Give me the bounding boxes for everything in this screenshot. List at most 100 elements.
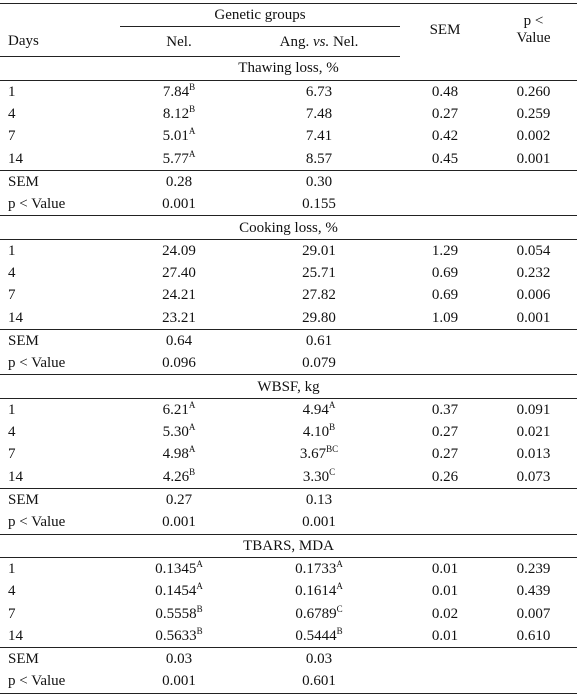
value-cell: 0.61 [238,328,401,353]
value-cell: 0.5633B [120,625,238,648]
value-cell: 7.84B [120,80,238,103]
day-cell: 14 [8,468,23,485]
data-row: 14 4.26B 3.30C 0.26 0.073 [0,466,577,489]
value-cell: 0.5558B [120,602,238,624]
value-cell: 29.01 [238,239,400,262]
header-cell: SEM [400,2,491,57]
superscript: B [189,81,196,92]
day-cell: 4 [8,265,16,282]
day-cell: 1 [8,401,16,418]
value-cell: 25.71 [238,262,400,284]
value-cell: 27.82 [238,284,400,306]
header-cell: Ang. vs. Nel. [238,26,401,58]
value-cell: 0.30 [238,169,401,194]
value-cell: 8.12B [120,103,238,125]
value: 5.01 [162,128,189,145]
value-cell: 0.64 [120,328,238,353]
value-cell: 0.096 [120,352,238,376]
value-cell: 0.28 [120,169,238,194]
superscript: A [188,126,196,137]
p-cell: 0.021 [516,424,551,441]
data-row: 14 5.77A 8.57 0.45 0.001 [0,147,577,170]
value-cell: 0.13 [238,487,401,512]
group-header: Genetic groups [120,3,401,27]
superscript: BC [326,444,339,455]
sem-cell: 0.02 [431,605,459,622]
header-cell: Days [0,26,120,58]
empty-cell [490,487,577,512]
value-cell: 0.1614A [238,580,400,602]
day-cell: 1 [8,242,16,259]
header-cell [0,3,120,27]
value-cell: 0.079 [238,352,401,376]
data-row: 7 5.01A 7.41 0.42 0.002 [0,125,577,147]
value: 0.1345 [155,560,197,577]
value-cell: 4.10B [238,421,400,443]
empty-cell [400,328,491,353]
data-row: 1 0.1345A 0.1733A 0.01 0.239 [0,557,577,580]
value: 0.5633 [155,627,197,644]
day-cell: 14 [8,309,23,326]
p-row: p < Value 0.001 0.155 [0,193,577,217]
data-row: 7 24.21 27.82 0.69 0.006 [0,284,577,306]
value-cell: 8.57 [238,147,400,170]
day-cell: 4 [8,424,16,441]
data-row: 4 8.12B 7.48 0.27 0.259 [0,103,577,125]
value: 0.5444 [295,627,337,644]
day-cell: 7 [8,128,16,145]
header-row: Days Nel. Ang. vs. Nel. [0,26,577,58]
value-cell: 6.73 [238,80,400,103]
value: 5.77 [162,150,189,167]
value-cell: 27.40 [120,262,238,284]
superscript: C [329,466,336,477]
data-row: 1 24.09 29.01 1.29 0.054 [0,239,577,262]
sem-cell: 0.42 [431,128,459,145]
superscript: A [328,399,336,410]
value: 3.30 [302,468,330,485]
p-cell: 0.001 [516,150,551,167]
empty-cell [400,352,491,376]
data-row: 14 0.5633B 0.5444B 0.01 0.610 [0,625,577,648]
empty-cell [490,670,577,694]
empty-cell [490,193,577,217]
p-row: p < Value 0.001 0.601 [0,670,577,694]
superscript: A [188,422,196,433]
sem-row: SEM 0.28 0.30 [0,169,577,194]
value: 24.21 [162,287,196,304]
value: 0.5558 [155,605,197,622]
value-cell: 0.155 [238,193,401,217]
value-cell: 4.26B [120,466,238,489]
value: 0.6789 [295,605,337,622]
p-cell: 0.073 [516,468,551,485]
superscript: B [196,625,203,636]
section-title: Thawing loss, % [0,56,577,81]
value-cell: 0.001 [120,511,238,535]
value: 8.57 [305,150,333,167]
value-cell: 0.001 [120,670,238,694]
value: 29.80 [302,309,336,326]
section-title: WBSF, kg [0,374,577,399]
sem-cell: 0.01 [431,583,459,600]
value: 7.48 [305,106,333,123]
p-cell: 0.054 [516,242,551,259]
p-cell: 0.239 [516,560,551,577]
section-title-row: TBARS, MDA [0,534,577,558]
row-label: SEM [0,328,120,353]
value-cell: 0.001 [120,193,238,217]
value: 3.67 [299,446,327,463]
value: 23.21 [162,309,196,326]
value-cell: 4.98A [120,443,238,465]
value: 4.98 [162,446,189,463]
value-cell: 23.21 [120,307,238,330]
data-row: 4 27.40 25.71 0.69 0.232 [0,262,577,284]
sem-cell: 0.27 [431,106,459,123]
sem-cell: 0.48 [431,83,459,100]
p-cell: 0.610 [516,627,551,644]
value-cell: 3.30C [238,466,400,489]
value-cell: 0.1345A [120,557,238,580]
value-cell: 5.01A [120,125,238,147]
day-cell: 7 [8,446,16,463]
empty-cell [400,670,491,694]
value-cell: 29.80 [238,307,400,330]
